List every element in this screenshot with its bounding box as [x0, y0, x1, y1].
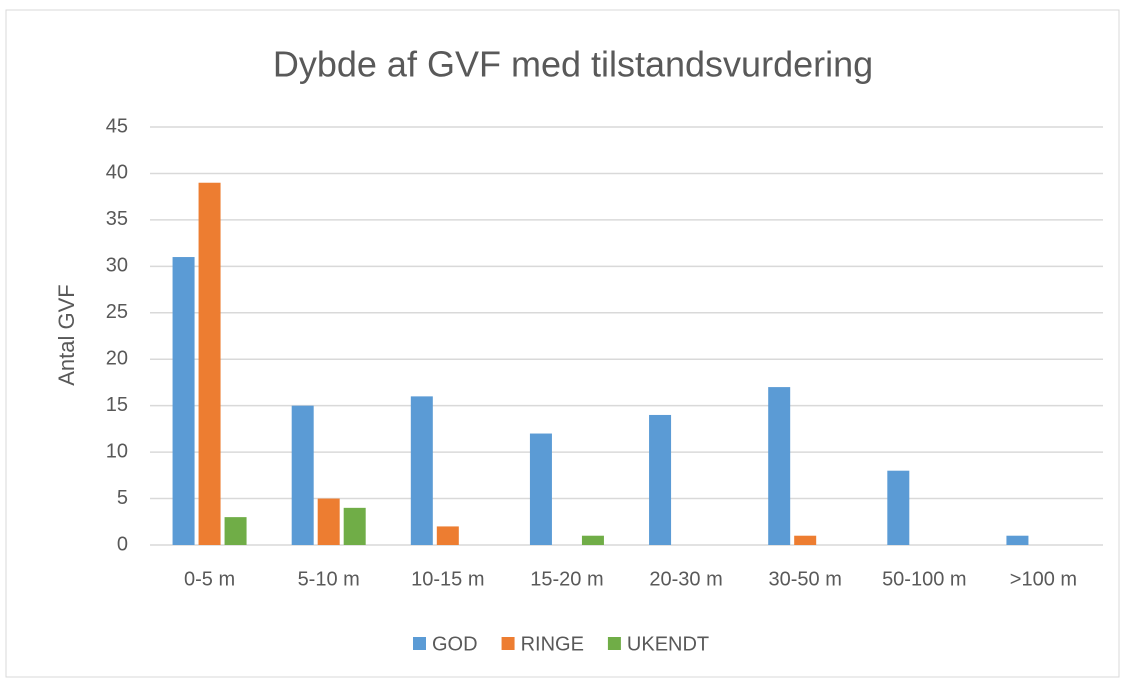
bar — [887, 470, 910, 545]
chart-title: Dybde af GVF med tilstandsvurdering — [273, 44, 873, 85]
y-tick-label: 10 — [106, 440, 128, 462]
bar — [224, 517, 247, 545]
legend-label: RINGE — [521, 633, 584, 655]
bar — [581, 535, 604, 545]
x-tick-label: 20-30 m — [649, 568, 722, 590]
y-tick-label: 25 — [106, 301, 128, 323]
legend-label: UKENDT — [627, 633, 709, 655]
legend-label: GOD — [432, 633, 478, 655]
x-tick-label: 15-20 m — [530, 568, 603, 590]
y-tick-label: 5 — [117, 487, 128, 509]
y-tick-label: 40 — [106, 162, 128, 184]
y-tick-label: 35 — [106, 208, 128, 230]
x-tick-label: 10-15 m — [411, 568, 484, 590]
legend-swatch — [413, 637, 426, 650]
bar — [529, 433, 552, 545]
bar — [436, 526, 459, 545]
legend-swatch — [607, 637, 621, 650]
legend-swatch — [501, 637, 515, 650]
x-tick-label: 30-50 m — [769, 568, 842, 590]
y-axis-label: Antal GVF — [54, 284, 79, 385]
x-tick-label: 5-10 m — [298, 568, 360, 590]
bar — [343, 507, 366, 545]
bar — [291, 405, 314, 545]
y-tick-label: 30 — [106, 255, 128, 277]
bar — [768, 387, 791, 545]
x-tick-label: 0-5 m — [184, 568, 235, 590]
y-tick-label: 45 — [106, 115, 128, 137]
bar — [317, 498, 340, 545]
x-tick-label: >100 m — [1010, 568, 1077, 590]
y-tick-label: 0 — [117, 533, 128, 555]
y-tick-label: 20 — [106, 348, 128, 370]
bar — [410, 396, 433, 545]
x-tick-label: 50-100 m — [882, 568, 967, 590]
bar — [172, 257, 195, 545]
bar — [198, 182, 221, 545]
bar — [1006, 535, 1029, 545]
bar — [649, 414, 672, 545]
y-tick-label: 15 — [106, 394, 128, 416]
bar — [794, 535, 817, 545]
